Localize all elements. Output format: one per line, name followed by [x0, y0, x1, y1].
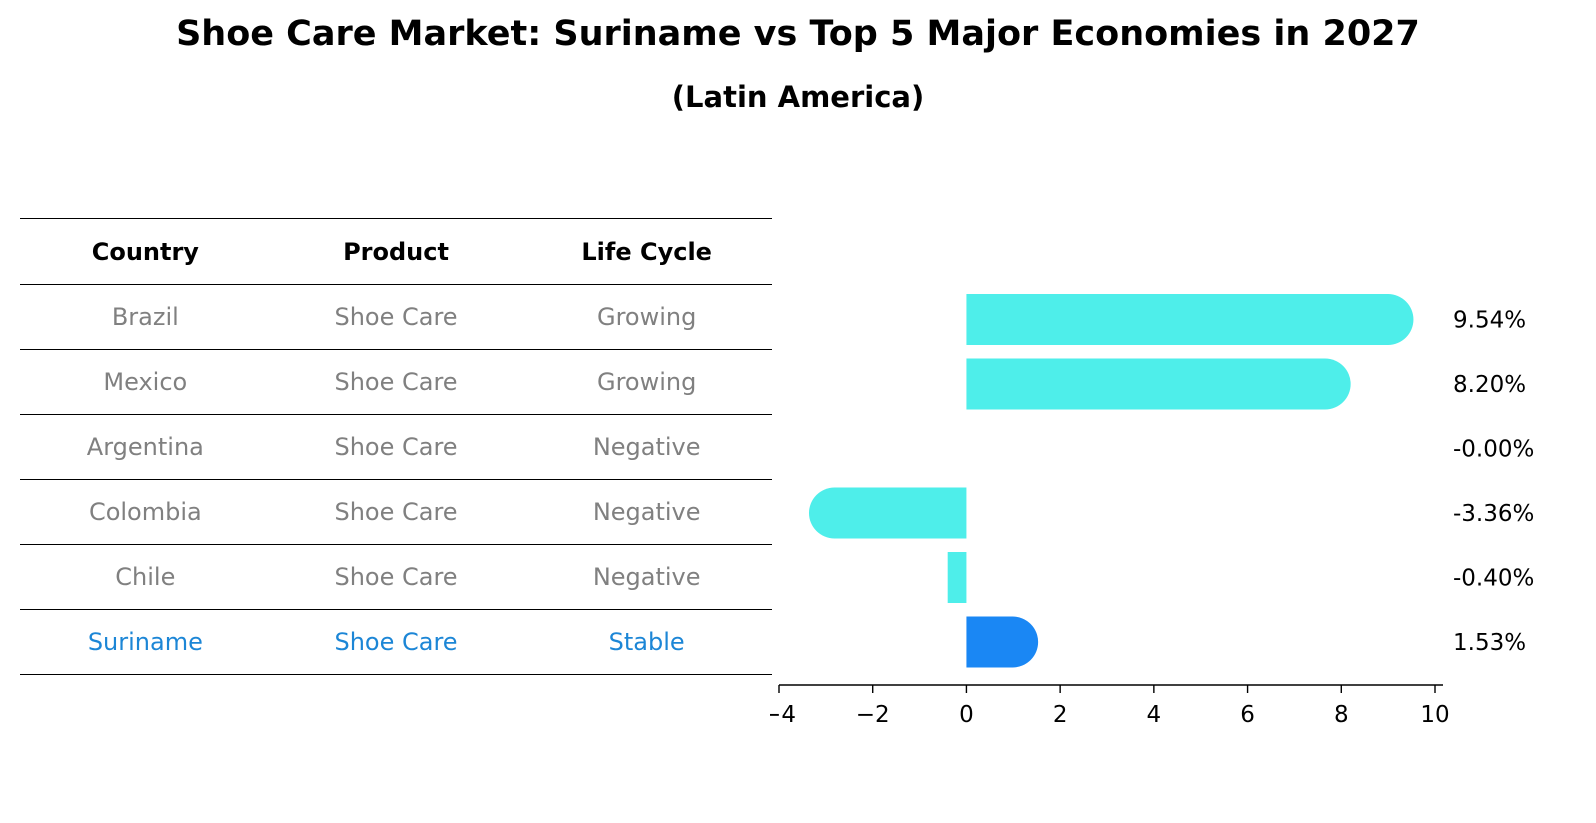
- growth-bar-chart: 9.54% 8.20% -0.00% -3.36% -0.40% 1.53% −4 −2 0 2 4…: [770, 294, 1534, 728]
- country-cell: Chile: [115, 563, 176, 591]
- product-cell: Shoe Care: [334, 433, 458, 461]
- life-cycle-cell: Negative: [592, 498, 701, 526]
- header-life-cycle: Life Cycle: [581, 237, 712, 266]
- x-tick-label: 6: [1240, 702, 1255, 728]
- x-tick-label: 8: [1334, 702, 1349, 728]
- chart-title: Shoe Care Market: Suriname vs Top 5 Majo…: [176, 14, 1420, 54]
- value-label: 8.20%: [1453, 372, 1526, 398]
- country-cell: Colombia: [88, 498, 202, 526]
- table-row: Colombia Shoe Care Negative: [20, 480, 772, 545]
- life-cycle-cell: Negative: [592, 563, 701, 591]
- product-cell: Shoe Care: [334, 628, 458, 656]
- header-country: Country: [91, 237, 199, 266]
- x-tick-label: 10: [1420, 702, 1449, 728]
- life-cycle-cell: Negative: [592, 433, 701, 461]
- country-cell: Mexico: [103, 368, 188, 396]
- bar-chile: [947, 552, 967, 603]
- product-cell: Shoe Care: [334, 563, 458, 591]
- product-cell: Shoe Care: [334, 303, 458, 331]
- product-cell: Shoe Care: [334, 498, 458, 526]
- table-row: Chile Shoe Care Negative: [20, 545, 772, 610]
- product-cell: Shoe Care: [334, 368, 458, 396]
- table-row-highlight: Suriname Shoe Care Stable: [20, 610, 772, 675]
- bar-suriname: [966, 616, 1039, 668]
- value-label: 1.53%: [1453, 630, 1526, 656]
- country-cell: Argentina: [86, 433, 204, 461]
- header-product: Product: [343, 237, 449, 266]
- life-cycle-cell: Growing: [596, 368, 697, 396]
- bar-brazil: [966, 294, 1414, 345]
- x-tick-label: 4: [1147, 702, 1162, 728]
- x-tick-label: 0: [959, 702, 974, 728]
- value-label: 9.54%: [1453, 308, 1526, 334]
- table-header-row: Country Product Life Cycle: [20, 218, 772, 285]
- value-label: -0.00%: [1453, 437, 1534, 463]
- value-label: -3.36%: [1453, 501, 1534, 527]
- x-tick-label: −2: [856, 702, 890, 728]
- life-cycle-cell: Growing: [596, 303, 697, 331]
- x-tick-label: 2: [1053, 702, 1068, 728]
- bar-mexico: [966, 358, 1351, 410]
- x-tick-label: −4: [770, 702, 796, 728]
- chart-subtitle: (Latin America): [671, 80, 925, 114]
- table-row: Mexico Shoe Care Growing: [20, 350, 772, 415]
- bar-colombia: [808, 487, 967, 539]
- table-row: Argentina Shoe Care Negative: [20, 415, 772, 480]
- country-cell: Suriname: [87, 628, 203, 656]
- table-row: Brazil Shoe Care Growing: [20, 285, 772, 350]
- life-cycle-cell: Stable: [608, 628, 685, 656]
- value-label: -0.40%: [1453, 566, 1534, 592]
- country-cell: Brazil: [111, 303, 179, 331]
- comparison-table: Country Product Life Cycle Brazil Shoe C…: [20, 218, 772, 675]
